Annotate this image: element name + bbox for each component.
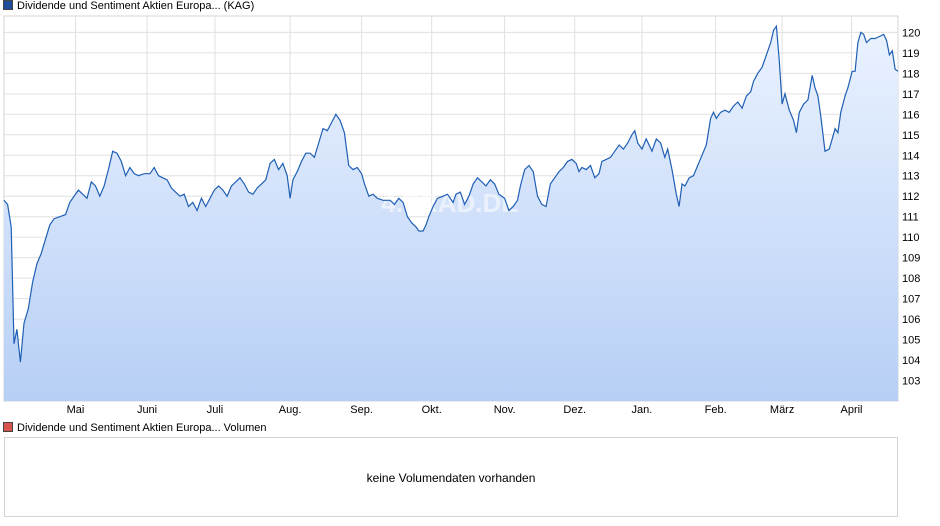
legend-price-swatch: [3, 0, 13, 10]
x-tick-label: Sep.: [350, 404, 373, 416]
x-tick-label: Mai: [67, 404, 85, 416]
price-area: [4, 26, 898, 401]
y-tick-label: 112: [902, 191, 920, 203]
x-tick-label: Dez.: [563, 404, 586, 416]
y-tick-label: 119: [902, 48, 920, 60]
legend-volume: Dividende und Sentiment Aktien Europa...…: [3, 422, 267, 435]
y-axis-ticks: 103 104 105 106 107 108 109 110 111 112 113 114 115 1…: [902, 27, 920, 387]
y-tick-label: 117: [902, 89, 920, 101]
y-tick-label: 108: [902, 273, 920, 285]
y-tick-label: 109: [902, 253, 920, 265]
x-tick-label: Juni: [137, 404, 157, 416]
y-tick-label: 120: [902, 27, 920, 39]
x-tick-label: Okt.: [422, 404, 442, 416]
y-tick-label: 110: [902, 232, 920, 244]
price-chart: 4.TRAD.DE 103 104 105 106 107 108 109 110 111 112…: [3, 15, 920, 416]
watermark: 4.TRAD.DE: [381, 188, 518, 218]
y-tick-label: 106: [902, 314, 920, 326]
x-tick-label: April: [841, 404, 863, 416]
volume-message: keine Volumendaten vorhanden: [366, 471, 536, 485]
y-tick-label: 111: [902, 212, 919, 224]
y-tick-label: 113: [902, 171, 920, 183]
x-tick-label: Feb.: [705, 404, 727, 416]
y-tick-label: 103: [902, 376, 920, 388]
legend-volume-swatch: [3, 422, 13, 432]
y-tick-label: 104: [902, 355, 920, 367]
legend-price: Dividende und Sentiment Aktien Europa...…: [3, 0, 254, 13]
x-tick-label: Nov.: [494, 404, 516, 416]
x-tick-label: Aug.: [279, 404, 302, 416]
x-tick-label: März: [770, 404, 794, 416]
y-tick-label: 115: [902, 130, 920, 142]
x-axis-ticks: Mai Juni Juli Aug. Sep. Okt. Nov. Dez. Jan. Feb. M…: [67, 404, 863, 416]
y-tick-label: 116: [902, 109, 920, 121]
x-tick-label: Juli: [207, 404, 224, 416]
y-tick-label: 118: [902, 68, 920, 80]
legend-volume-label: Dividende und Sentiment Aktien Europa...…: [17, 422, 267, 434]
price-line: [3, 24, 899, 363]
x-tick-label: Jan.: [632, 404, 653, 416]
y-tick-label: 107: [902, 294, 920, 306]
y-tick-label: 114: [902, 150, 920, 162]
y-tick-label: 105: [902, 335, 920, 347]
legend-price-label: Dividende und Sentiment Aktien Europa...…: [17, 0, 255, 12]
volume-panel: keine Volumendaten vorhanden: [4, 437, 898, 517]
